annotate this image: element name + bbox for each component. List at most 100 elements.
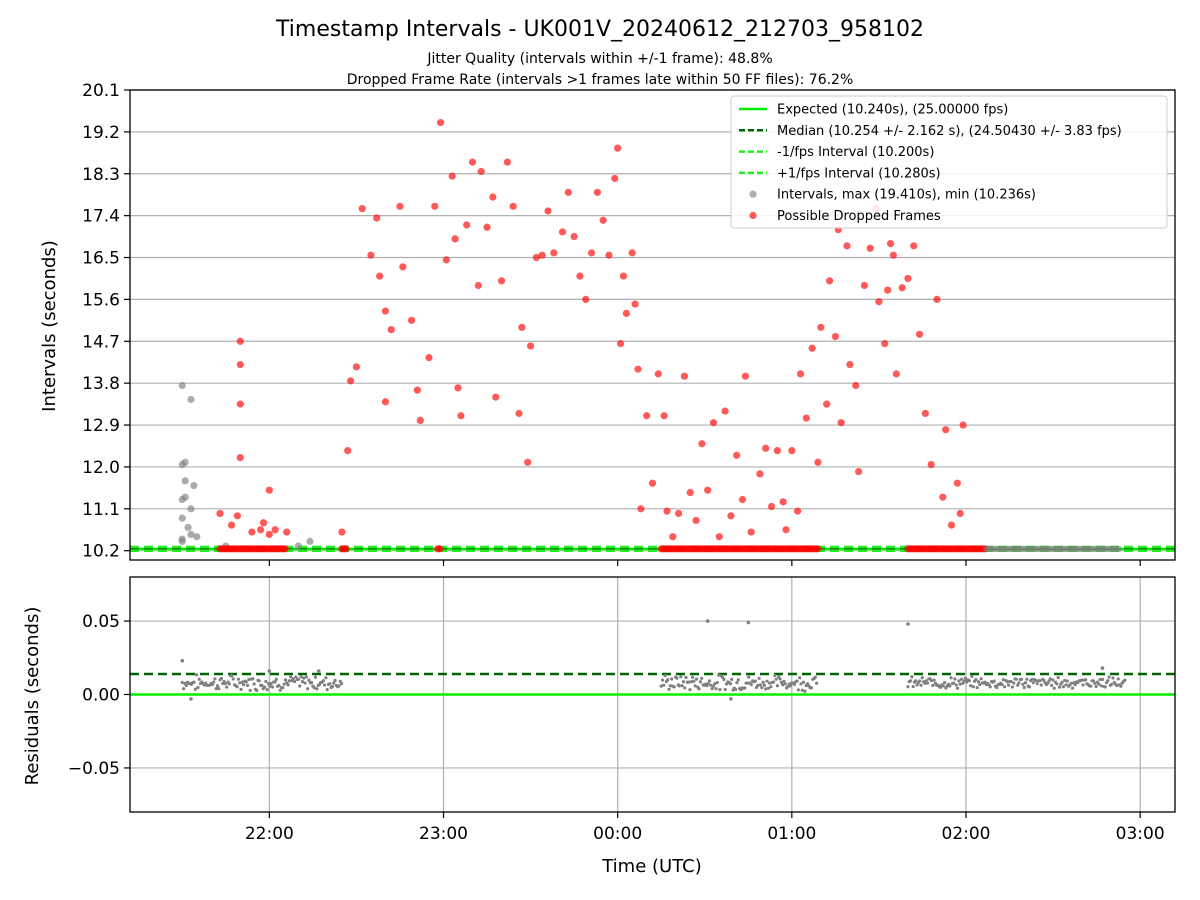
residual-point — [1017, 681, 1021, 685]
chart-subtitle-jitter: Jitter Quality (intervals within +/-1 fr… — [426, 51, 772, 67]
residual-point — [1056, 676, 1060, 680]
residual-point — [236, 677, 241, 681]
residual-point — [1057, 685, 1062, 689]
dropped-frame-point — [381, 307, 390, 315]
residual-point — [292, 679, 297, 684]
residual-point — [957, 679, 961, 683]
residual-point — [291, 677, 295, 681]
residual-point — [212, 680, 216, 684]
dropped-frame-point — [794, 507, 802, 515]
dropped-frame-point — [898, 284, 906, 292]
dropped-frame-point — [518, 323, 526, 331]
residual-point — [792, 682, 797, 687]
residual-point — [1065, 679, 1069, 683]
residual-point — [976, 680, 981, 684]
dropped-frame-point — [915, 330, 924, 338]
residual-point — [773, 673, 777, 678]
residual-point — [1027, 685, 1032, 689]
residual-point — [693, 684, 697, 688]
residuals-reference-lines — [130, 672, 1175, 696]
residual-point — [1010, 685, 1015, 689]
residual-point — [265, 688, 269, 692]
residual-point — [1016, 683, 1020, 687]
residual-point — [184, 683, 188, 688]
residual-point — [300, 679, 305, 684]
residual-point — [239, 687, 243, 691]
dropped-frame-point — [767, 502, 776, 511]
dropped-frame-point — [663, 507, 671, 515]
dropped-frame-point — [477, 167, 485, 176]
residual-point — [700, 676, 704, 680]
residual-point — [321, 679, 325, 683]
residual-point — [1001, 678, 1005, 682]
dropped-frame-point — [654, 370, 662, 378]
dropped-frame-point — [489, 193, 497, 201]
residual-point — [269, 681, 273, 686]
residual-point — [728, 682, 733, 686]
residual-point — [231, 677, 235, 681]
residual-point — [765, 679, 769, 683]
intervals-y-tick-label: 15.6 — [82, 290, 120, 310]
dropped-frame-point — [233, 512, 242, 520]
dropped-frame-point — [611, 174, 619, 183]
residual-point — [939, 685, 943, 689]
dropped-frame-point — [779, 498, 787, 506]
dropped-frame-point — [347, 377, 355, 385]
dropped-frame-point — [558, 228, 567, 236]
residual-point — [766, 686, 770, 690]
dropped-frame-point — [582, 295, 590, 304]
residual-point — [948, 684, 952, 688]
dropped-frame-point — [436, 545, 444, 553]
residual-point — [949, 676, 953, 680]
interval-point — [1115, 545, 1122, 553]
intervals-y-tick-label: 19.2 — [82, 123, 120, 143]
residual-point — [193, 687, 197, 691]
legend-swatch — [749, 211, 757, 220]
dropped-frame-point — [704, 486, 712, 494]
residual-point — [325, 688, 329, 692]
dropped-frame-point — [648, 479, 657, 487]
residual-point — [1021, 682, 1025, 687]
residual-point — [707, 679, 712, 683]
x-axis-label: Time (UTC) — [601, 856, 702, 877]
residuals-y-tick-label: −0.05 — [68, 759, 120, 779]
residual-point — [235, 685, 239, 689]
dropped-frame-point — [866, 244, 874, 252]
residual-point — [299, 675, 303, 679]
dropped-frame-point — [483, 223, 491, 231]
dropped-frame-point — [773, 447, 781, 455]
residual-point — [796, 688, 800, 692]
residual-point — [219, 676, 224, 681]
residual-point — [1030, 677, 1034, 681]
residual-point — [677, 684, 682, 688]
intervals-y-tick-label: 13.8 — [82, 374, 120, 394]
residual-point — [714, 687, 718, 691]
residual-point — [309, 681, 314, 685]
dropped-frame-point — [544, 207, 552, 215]
dropped-frame-point — [910, 242, 918, 250]
legend: Expected (10.240s), (25.00000 fps) Median… — [730, 95, 1168, 229]
residual-point — [324, 676, 328, 680]
dropped-frame-point — [904, 274, 912, 283]
dropped-frame-point — [367, 251, 375, 259]
residual-point — [663, 673, 667, 678]
residuals-y-tick-label: 0.00 — [82, 686, 120, 706]
residual-point — [1009, 679, 1013, 684]
dropped-frame-point — [741, 372, 749, 380]
dropped-frame-point — [808, 344, 816, 352]
residual-point — [1080, 678, 1084, 682]
residual-point — [330, 684, 335, 689]
residual-point — [698, 680, 702, 684]
dropped-frame-point — [675, 509, 683, 518]
residual-point — [771, 680, 776, 684]
residual-point — [735, 680, 739, 685]
residual-point — [1083, 678, 1088, 682]
residual-point — [252, 682, 256, 686]
dropped-frame-point — [619, 272, 628, 280]
interval-point — [181, 493, 189, 501]
residual-point — [762, 683, 767, 687]
dropped-frame-point — [376, 272, 384, 280]
dropped-frame-point — [526, 342, 535, 350]
residual-point — [795, 679, 799, 683]
residual-point — [679, 675, 683, 679]
